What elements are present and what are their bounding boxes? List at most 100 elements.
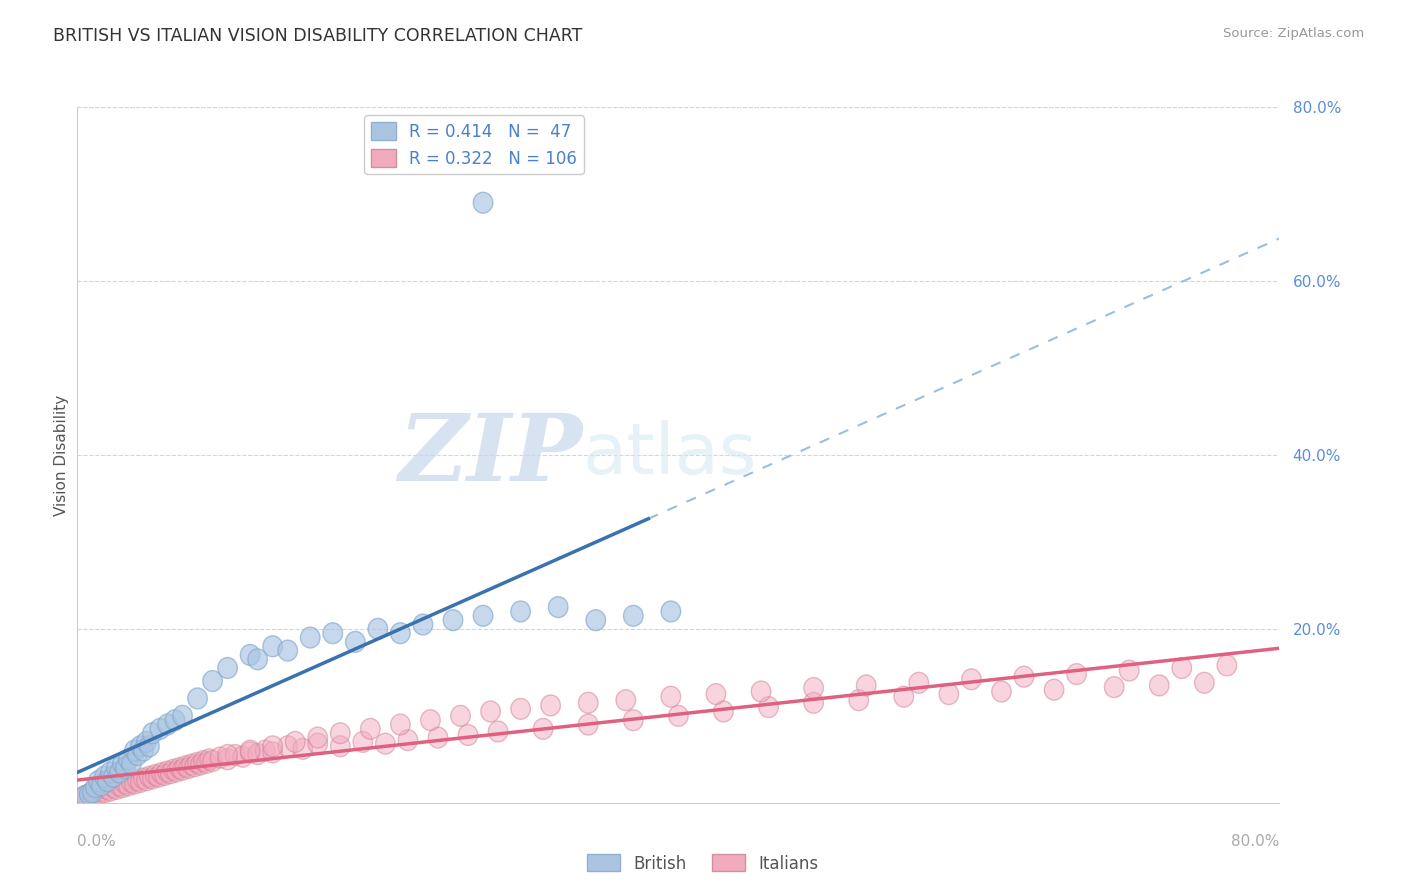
Ellipse shape	[142, 723, 162, 744]
Legend: British, Italians: British, Italians	[581, 847, 825, 880]
Ellipse shape	[804, 692, 824, 714]
Ellipse shape	[115, 757, 135, 779]
Ellipse shape	[139, 766, 159, 787]
Ellipse shape	[1218, 655, 1237, 676]
Ellipse shape	[278, 736, 298, 756]
Ellipse shape	[110, 775, 129, 796]
Ellipse shape	[263, 636, 283, 657]
Ellipse shape	[218, 657, 238, 679]
Text: atlas: atlas	[582, 420, 756, 490]
Ellipse shape	[616, 690, 636, 711]
Ellipse shape	[240, 742, 260, 763]
Ellipse shape	[128, 745, 148, 765]
Ellipse shape	[661, 601, 681, 622]
Ellipse shape	[533, 718, 553, 739]
Ellipse shape	[323, 623, 343, 644]
Ellipse shape	[80, 784, 98, 805]
Ellipse shape	[308, 727, 328, 748]
Ellipse shape	[247, 648, 267, 670]
Ellipse shape	[91, 780, 111, 801]
Ellipse shape	[330, 723, 350, 744]
Ellipse shape	[173, 759, 193, 780]
Ellipse shape	[101, 780, 120, 801]
Ellipse shape	[97, 779, 117, 799]
Ellipse shape	[112, 753, 132, 774]
Ellipse shape	[125, 740, 145, 761]
Ellipse shape	[149, 766, 169, 787]
Ellipse shape	[101, 762, 120, 783]
Ellipse shape	[83, 782, 103, 803]
Ellipse shape	[346, 632, 366, 652]
Legend: R = 0.414   N =  47, R = 0.322   N = 106: R = 0.414 N = 47, R = 0.322 N = 106	[364, 115, 583, 174]
Ellipse shape	[301, 627, 321, 648]
Ellipse shape	[240, 645, 260, 665]
Ellipse shape	[150, 718, 170, 739]
Ellipse shape	[122, 753, 141, 774]
Ellipse shape	[669, 706, 688, 726]
Ellipse shape	[962, 669, 981, 690]
Ellipse shape	[1173, 657, 1191, 679]
Text: Source: ZipAtlas.com: Source: ZipAtlas.com	[1223, 27, 1364, 40]
Ellipse shape	[86, 777, 105, 797]
Ellipse shape	[194, 751, 214, 772]
Ellipse shape	[548, 597, 568, 617]
Ellipse shape	[86, 782, 105, 803]
Ellipse shape	[70, 789, 90, 810]
Ellipse shape	[1150, 675, 1168, 696]
Ellipse shape	[91, 775, 111, 796]
Text: BRITISH VS ITALIAN VISION DISABILITY CORRELATION CHART: BRITISH VS ITALIAN VISION DISABILITY COR…	[53, 27, 583, 45]
Ellipse shape	[804, 678, 824, 698]
Ellipse shape	[939, 683, 959, 705]
Ellipse shape	[115, 773, 135, 794]
Ellipse shape	[1119, 660, 1139, 681]
Ellipse shape	[308, 733, 328, 754]
Ellipse shape	[104, 766, 124, 787]
Ellipse shape	[458, 724, 478, 746]
Ellipse shape	[184, 756, 204, 777]
Ellipse shape	[375, 733, 395, 754]
Ellipse shape	[1195, 673, 1215, 693]
Ellipse shape	[1045, 680, 1064, 700]
Ellipse shape	[578, 714, 598, 735]
Ellipse shape	[849, 690, 869, 711]
Ellipse shape	[202, 751, 222, 772]
Ellipse shape	[122, 772, 141, 792]
Ellipse shape	[118, 775, 138, 796]
Ellipse shape	[1014, 666, 1033, 687]
Ellipse shape	[157, 714, 177, 735]
Ellipse shape	[191, 754, 211, 775]
Ellipse shape	[197, 752, 217, 773]
Ellipse shape	[218, 745, 238, 765]
Ellipse shape	[420, 710, 440, 731]
Ellipse shape	[225, 745, 245, 765]
Ellipse shape	[166, 710, 184, 731]
Ellipse shape	[510, 601, 530, 622]
Ellipse shape	[429, 727, 447, 748]
Ellipse shape	[488, 721, 508, 742]
Ellipse shape	[118, 749, 138, 770]
Ellipse shape	[142, 768, 162, 789]
Ellipse shape	[107, 757, 127, 779]
Ellipse shape	[256, 740, 276, 761]
Ellipse shape	[391, 623, 411, 644]
Ellipse shape	[160, 763, 180, 784]
Ellipse shape	[623, 710, 643, 731]
Ellipse shape	[1104, 677, 1123, 698]
Ellipse shape	[292, 739, 312, 759]
Ellipse shape	[240, 740, 260, 761]
Ellipse shape	[233, 747, 253, 767]
Ellipse shape	[179, 757, 198, 779]
Ellipse shape	[360, 718, 380, 739]
Ellipse shape	[110, 762, 129, 783]
Ellipse shape	[623, 606, 643, 626]
Ellipse shape	[83, 785, 103, 806]
Ellipse shape	[97, 771, 117, 791]
Ellipse shape	[481, 701, 501, 722]
Ellipse shape	[94, 782, 114, 803]
Ellipse shape	[163, 759, 183, 780]
Ellipse shape	[510, 698, 530, 719]
Ellipse shape	[112, 777, 132, 797]
Ellipse shape	[202, 671, 222, 691]
Ellipse shape	[368, 618, 388, 640]
Ellipse shape	[200, 749, 219, 770]
